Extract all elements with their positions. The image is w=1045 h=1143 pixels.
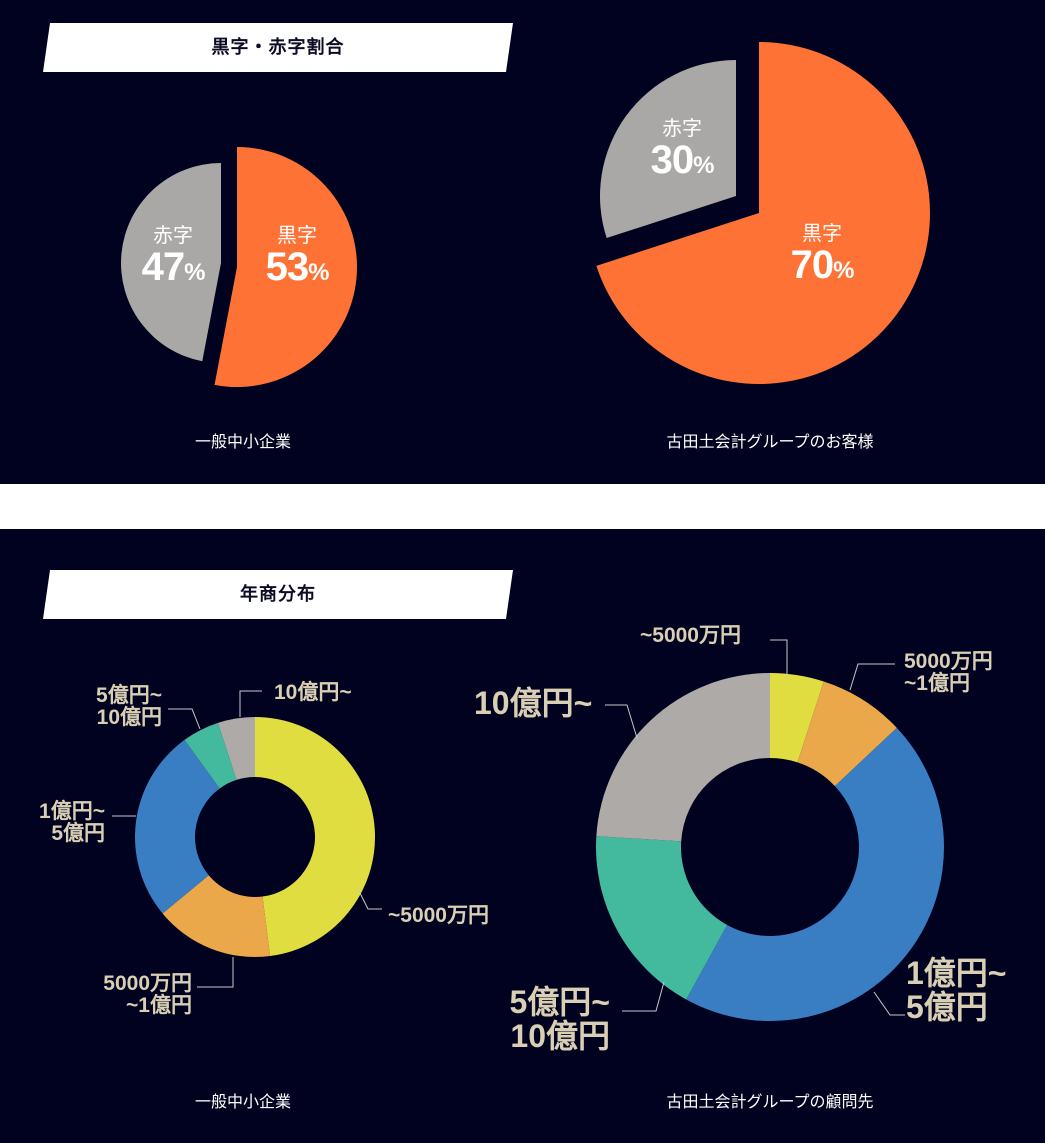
section-banner: 年商分布: [43, 570, 513, 619]
label-line: 10億円: [510, 1017, 610, 1054]
donut-chart-right: [596, 673, 944, 1021]
label-under-5000man: ~5000万円: [388, 904, 489, 927]
donut-segment-1to5oku: [686, 727, 944, 1021]
pie-label-loss: 赤字 47%: [113, 224, 233, 294]
donut-segment-under5000: [770, 673, 824, 763]
pie-slice-loss: [120, 163, 221, 362]
section-banner: 黒字・赤字割合: [43, 23, 513, 72]
leader-line: [849, 663, 895, 691]
label-line: 1億円~: [39, 800, 105, 823]
label-5-to-10oku: 5億円~ 10億円: [70, 684, 162, 730]
leader-line: [357, 888, 382, 910]
label-line: ~1億円: [126, 994, 192, 1018]
pie-slice-profit: [214, 147, 357, 387]
donut-segment-over10oku: [596, 673, 770, 842]
leader-line: [873, 991, 905, 1016]
slice-name: 黒字: [802, 221, 842, 245]
slice-name: 赤字: [662, 116, 702, 140]
label-5000man-to-1oku: 5000万円 ~1億円: [904, 650, 993, 696]
label-line: 5000万円: [904, 650, 993, 673]
label-line: 10億円: [96, 706, 162, 730]
donut-charts: [112, 639, 944, 1021]
chart-caption: 古田土会計グループの顧問先: [666, 1092, 874, 1111]
slice-percent: 70%: [762, 244, 882, 292]
slice-percent: 53%: [237, 246, 357, 294]
label-line: 5億円~: [96, 684, 162, 707]
pie-slice-loss: [599, 60, 736, 239]
leader-line: [770, 639, 788, 679]
label-line: 5億円: [51, 822, 105, 846]
leader-lines: [112, 639, 905, 1016]
leader-line: [622, 981, 665, 1012]
label-over-10oku: 10億円~: [474, 685, 593, 721]
percent-value: 47: [141, 245, 185, 289]
percent-value: 70: [790, 243, 834, 287]
percent-unit: %: [833, 257, 854, 284]
pie-label-profit: 黒字 70%: [762, 222, 882, 292]
slice-percent: 47%: [113, 246, 233, 294]
donut-segment-under5000: [255, 717, 376, 957]
percent-value: 53: [265, 245, 309, 289]
donut-segment-5000to1oku: [162, 875, 271, 957]
pie-label-loss: 赤字 30%: [622, 117, 742, 187]
slice-percent: 30%: [622, 139, 742, 187]
label-line: 1億円~: [906, 955, 1007, 991]
chart-caption: 一般中小企業: [194, 432, 291, 451]
pie-label-profit: 黒字 53%: [237, 224, 357, 294]
leader-line: [605, 704, 638, 739]
percent-value: 30: [650, 138, 694, 182]
label-1-to-5oku: 1億円~ 5億円: [20, 800, 105, 846]
donut-segment-1to5oku: [135, 739, 220, 914]
banner-shape: [43, 570, 513, 619]
label-1-to-5oku: 1億円~ 5億円: [906, 955, 1007, 1025]
percent-unit: %: [308, 259, 329, 286]
label-line: 5000万円: [103, 972, 192, 995]
label-5000man-to-1oku: 5000万円 ~1億円: [60, 972, 192, 1018]
label-line: 5億円: [906, 988, 988, 1025]
percent-unit: %: [693, 152, 714, 179]
profit-loss-panel: 黒字・赤字割合 黒字 53% 赤字 47% 黒字 70% 赤字 30% 一般中小…: [0, 0, 1045, 484]
label-line: ~1億円: [904, 672, 970, 696]
label-line: 5億円~: [509, 984, 611, 1020]
slice-name: 赤字: [153, 223, 193, 247]
slice-name: 黒字: [277, 223, 317, 247]
label-5-to-10oku: 5億円~ 10億円: [490, 984, 611, 1054]
donut-chart-left: [135, 717, 376, 957]
donut-segment-5000to1oku: [797, 681, 897, 787]
donut-segment-5to10oku: [596, 836, 728, 1000]
pie-slice-profit: [596, 42, 931, 384]
label-over-10oku: 10億円~: [274, 681, 352, 704]
label-under-5000man: ~5000万円: [640, 624, 741, 647]
banner-shape: [43, 23, 513, 72]
chart-caption: 古田土会計グループのお客様: [666, 432, 874, 451]
section-title: 黒字・赤字割合: [211, 37, 345, 58]
chart-caption: 一般中小企業: [194, 1092, 291, 1111]
donut-segment-5to10oku: [184, 722, 237, 789]
pie-charts: [120, 42, 931, 387]
revenue-distribution-panel: 年商分布 10億円~ 5億円~ 10億円 1億円~ 5億円 5000万円 ~1億…: [0, 529, 1045, 1143]
donut-segment-over10oku: [217, 717, 255, 780]
section-title: 年商分布: [240, 584, 316, 605]
percent-unit: %: [184, 259, 205, 286]
leader-line: [239, 690, 262, 717]
leader-line: [168, 708, 201, 730]
leader-line: [197, 957, 234, 988]
